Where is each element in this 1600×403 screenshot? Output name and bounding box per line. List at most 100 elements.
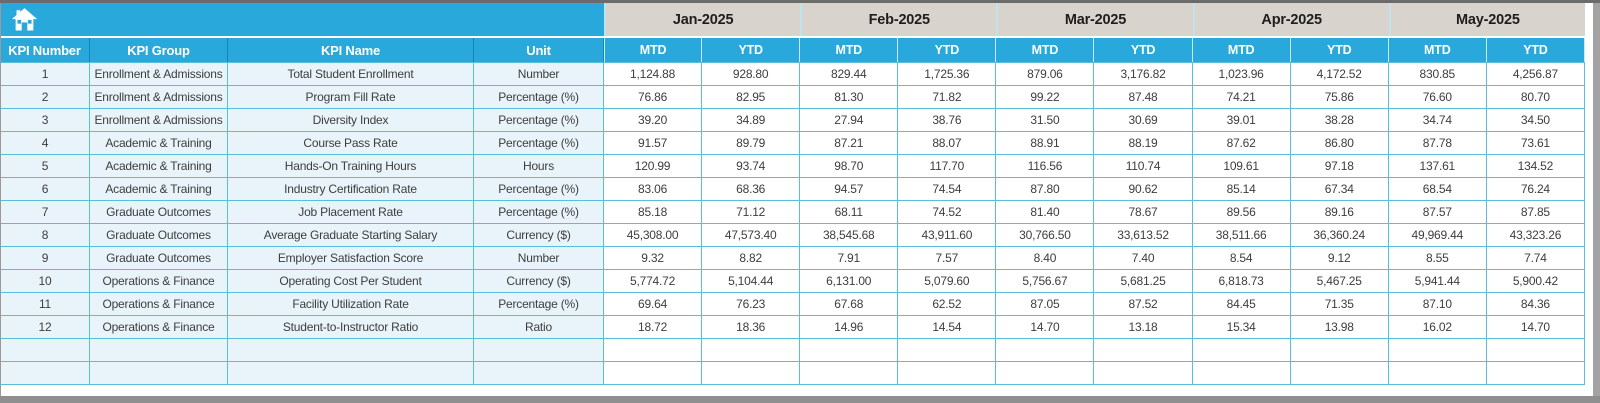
- value-cell[interactable]: 13.98: [1290, 316, 1389, 339]
- value-cell[interactable]: 8.55: [1388, 247, 1487, 270]
- value-cell[interactable]: 62.52: [898, 293, 997, 316]
- value-cell[interactable]: 4,172.52: [1290, 63, 1389, 86]
- value-cell[interactable]: 7.40: [1094, 247, 1193, 270]
- header-apr-ytd[interactable]: YTD: [1291, 38, 1389, 62]
- value-cell[interactable]: 3,176.82: [1094, 63, 1193, 86]
- value-cell[interactable]: 879.06: [996, 63, 1095, 86]
- value-cell[interactable]: 87.85: [1486, 201, 1585, 224]
- kpi-group-cell[interactable]: Operations & Finance: [90, 270, 228, 293]
- value-cell[interactable]: 928.80: [702, 63, 801, 86]
- value-cell[interactable]: 43,323.26: [1486, 224, 1585, 247]
- kpi-unit-cell[interactable]: Percentage (%): [474, 109, 604, 132]
- value-cell[interactable]: 68.36: [702, 178, 801, 201]
- value-cell[interactable]: 87.21: [800, 132, 899, 155]
- kpi-number-cell[interactable]: 3: [1, 109, 90, 132]
- value-cell[interactable]: 14.70: [996, 316, 1095, 339]
- value-cell[interactable]: [1290, 362, 1389, 385]
- value-cell[interactable]: 1,124.88: [604, 63, 703, 86]
- value-cell[interactable]: 5,681.25: [1094, 270, 1193, 293]
- kpi-number-cell[interactable]: 8: [1, 224, 90, 247]
- kpi-number-cell[interactable]: 11: [1, 293, 90, 316]
- value-cell[interactable]: 14.70: [1486, 316, 1585, 339]
- kpi-name-cell[interactable]: Facility Utilization Rate: [228, 293, 474, 316]
- kpi-unit-cell[interactable]: [474, 339, 604, 362]
- header-kpi-number[interactable]: KPI Number: [0, 38, 90, 62]
- value-cell[interactable]: [1388, 339, 1487, 362]
- kpi-number-cell[interactable]: 1: [1, 63, 90, 86]
- value-cell[interactable]: 68.11: [800, 201, 899, 224]
- value-cell[interactable]: 16.02: [1388, 316, 1487, 339]
- value-cell[interactable]: 15.34: [1192, 316, 1291, 339]
- kpi-name-cell[interactable]: Average Graduate Starting Salary: [228, 224, 474, 247]
- kpi-unit-cell[interactable]: Percentage (%): [474, 178, 604, 201]
- value-cell[interactable]: 36,360.24: [1290, 224, 1389, 247]
- value-cell[interactable]: 85.14: [1192, 178, 1291, 201]
- home-button[interactable]: [0, 3, 604, 36]
- value-cell[interactable]: 830.85: [1388, 63, 1487, 86]
- kpi-unit-cell[interactable]: Number: [474, 247, 604, 270]
- value-cell[interactable]: 94.57: [800, 178, 899, 201]
- value-cell[interactable]: 134.52: [1486, 155, 1585, 178]
- value-cell[interactable]: 120.99: [604, 155, 703, 178]
- value-cell[interactable]: 1,725.36: [898, 63, 997, 86]
- kpi-number-cell[interactable]: 9: [1, 247, 90, 270]
- value-cell[interactable]: 1,023.96: [1192, 63, 1291, 86]
- value-cell[interactable]: 5,467.25: [1290, 270, 1389, 293]
- value-cell[interactable]: 18.72: [604, 316, 703, 339]
- kpi-name-cell[interactable]: Student-to-Instructor Ratio: [228, 316, 474, 339]
- value-cell[interactable]: 83.06: [604, 178, 703, 201]
- kpi-group-cell[interactable]: Graduate Outcomes: [90, 247, 228, 270]
- value-cell[interactable]: 84.45: [1192, 293, 1291, 316]
- value-cell[interactable]: 67.68: [800, 293, 899, 316]
- kpi-name-cell[interactable]: [228, 339, 474, 362]
- value-cell[interactable]: 74.52: [898, 201, 997, 224]
- value-cell[interactable]: [1094, 339, 1193, 362]
- value-cell[interactable]: 73.61: [1486, 132, 1585, 155]
- value-cell[interactable]: 67.34: [1290, 178, 1389, 201]
- value-cell[interactable]: 85.18: [604, 201, 703, 224]
- value-cell[interactable]: 74.21: [1192, 86, 1291, 109]
- kpi-name-cell[interactable]: Job Placement Rate: [228, 201, 474, 224]
- value-cell[interactable]: 117.70: [898, 155, 997, 178]
- value-cell[interactable]: 81.30: [800, 86, 899, 109]
- value-cell[interactable]: 75.86: [1290, 86, 1389, 109]
- month-header-mar[interactable]: Mar-2025: [996, 3, 1193, 36]
- value-cell[interactable]: [1388, 362, 1487, 385]
- value-cell[interactable]: 5,900.42: [1486, 270, 1585, 293]
- value-cell[interactable]: 5,774.72: [604, 270, 703, 293]
- value-cell[interactable]: 27.94: [800, 109, 899, 132]
- kpi-unit-cell[interactable]: Number: [474, 63, 604, 86]
- kpi-name-cell[interactable]: Total Student Enrollment: [228, 63, 474, 86]
- value-cell[interactable]: 5,756.67: [996, 270, 1095, 293]
- kpi-number-cell[interactable]: [1, 362, 90, 385]
- header-jan-mtd[interactable]: MTD: [604, 38, 703, 62]
- month-header-may[interactable]: May-2025: [1388, 3, 1585, 36]
- value-cell[interactable]: 88.19: [1094, 132, 1193, 155]
- value-cell[interactable]: 38,545.68: [800, 224, 899, 247]
- month-header-jan[interactable]: Jan-2025: [604, 3, 801, 36]
- value-cell[interactable]: [898, 362, 997, 385]
- value-cell[interactable]: 45,308.00: [604, 224, 703, 247]
- value-cell[interactable]: 110.74: [1094, 155, 1193, 178]
- value-cell[interactable]: 829.44: [800, 63, 899, 86]
- value-cell[interactable]: 39.01: [1192, 109, 1291, 132]
- value-cell[interactable]: 87.80: [996, 178, 1095, 201]
- value-cell[interactable]: [996, 362, 1095, 385]
- value-cell[interactable]: 99.22: [996, 86, 1095, 109]
- value-cell[interactable]: 98.70: [800, 155, 899, 178]
- header-kpi-name[interactable]: KPI Name: [228, 38, 474, 62]
- value-cell[interactable]: 6,131.00: [800, 270, 899, 293]
- kpi-unit-cell[interactable]: Hours: [474, 155, 604, 178]
- header-unit[interactable]: Unit: [474, 38, 604, 62]
- value-cell[interactable]: 38,511.66: [1192, 224, 1291, 247]
- value-cell[interactable]: [1192, 362, 1291, 385]
- header-feb-ytd[interactable]: YTD: [898, 38, 997, 62]
- kpi-group-cell[interactable]: Enrollment & Admissions: [90, 63, 228, 86]
- value-cell[interactable]: 76.86: [604, 86, 703, 109]
- kpi-group-cell[interactable]: [90, 339, 228, 362]
- value-cell[interactable]: 87.52: [1094, 293, 1193, 316]
- kpi-number-cell[interactable]: 5: [1, 155, 90, 178]
- kpi-group-cell[interactable]: Operations & Finance: [90, 293, 228, 316]
- value-cell[interactable]: 6,818.73: [1192, 270, 1291, 293]
- value-cell[interactable]: 137.61: [1388, 155, 1487, 178]
